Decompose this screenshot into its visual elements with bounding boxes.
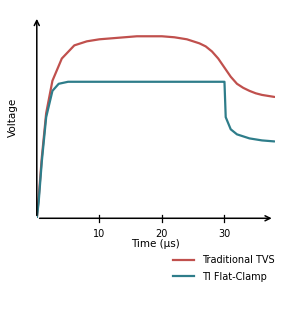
Text: 30: 30 (218, 230, 231, 239)
Legend: Traditional TVS, TI Flat-Clamp: Traditional TVS, TI Flat-Clamp (173, 256, 275, 282)
Text: 10: 10 (93, 230, 106, 239)
Text: Time (μs): Time (μs) (131, 239, 180, 248)
Text: Voltage: Voltage (8, 98, 18, 137)
Text: 20: 20 (156, 230, 168, 239)
